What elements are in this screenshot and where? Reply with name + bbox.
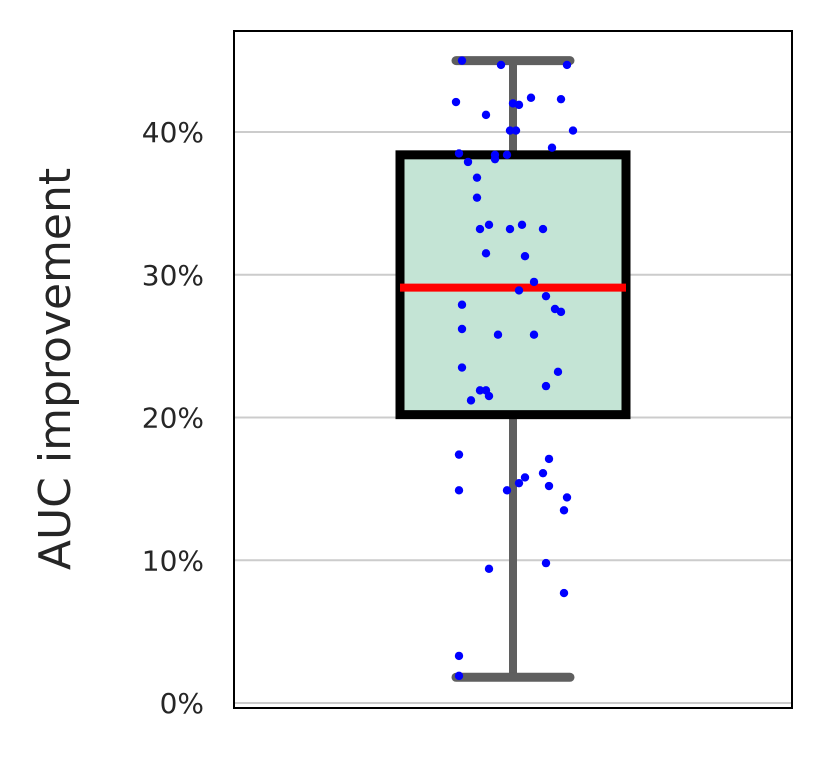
- data-point: [526, 93, 536, 102]
- data-points: [451, 56, 578, 681]
- y-tick-label: 20%: [142, 402, 204, 435]
- whiskers: [451, 56, 575, 682]
- data-point: [505, 224, 515, 234]
- data-point: [505, 126, 515, 135]
- data-point: [481, 110, 491, 120]
- data-point: [556, 94, 566, 104]
- y-tick-label: 30%: [142, 259, 204, 292]
- data-point: [559, 588, 569, 598]
- y-tick-label: 0%: [160, 687, 204, 720]
- data-point: [457, 363, 467, 372]
- data-point: [472, 173, 482, 182]
- data-point: [541, 291, 551, 301]
- data-point: [568, 126, 578, 135]
- data-point: [454, 671, 464, 681]
- data-point: [454, 651, 464, 661]
- data-point: [553, 367, 563, 377]
- data-point: [547, 143, 557, 152]
- data-point: [454, 450, 464, 459]
- data-point: [466, 396, 476, 405]
- y-tick-label: 10%: [142, 544, 204, 577]
- data-point: [463, 157, 473, 167]
- data-point: [559, 506, 569, 515]
- data-point: [484, 220, 494, 229]
- data-point: [514, 286, 524, 295]
- data-point: [541, 558, 551, 568]
- data-point: [484, 564, 494, 574]
- data-point: [481, 249, 491, 258]
- data-point: [529, 330, 539, 339]
- data-point: [457, 324, 467, 334]
- data-point: [490, 154, 500, 164]
- y-axis-label: AUC improvement: [30, 168, 81, 570]
- data-point: [451, 97, 461, 107]
- data-point: [562, 60, 572, 70]
- data-point: [514, 478, 524, 488]
- plot-frame: [233, 30, 793, 709]
- data-point: [514, 100, 524, 110]
- data-point: [475, 224, 485, 234]
- data-point: [538, 468, 548, 478]
- data-point: [538, 224, 548, 234]
- data-point: [457, 300, 467, 309]
- data-point: [520, 473, 530, 482]
- data-point: [493, 330, 503, 339]
- data-point: [454, 149, 464, 158]
- data-point: [544, 481, 554, 491]
- data-point: [517, 220, 527, 229]
- y-axis-ticks: 0% 10% 20% 30% 40%: [142, 116, 204, 720]
- data-point: [544, 454, 554, 464]
- data-point: [502, 486, 512, 495]
- data-point: [520, 251, 530, 261]
- y-tick-label: 40%: [142, 116, 204, 149]
- data-point: [529, 277, 539, 287]
- data-point: [502, 150, 512, 160]
- data-point: [475, 386, 485, 395]
- box-group: [395, 150, 631, 420]
- data-point: [562, 493, 572, 502]
- data-point: [496, 60, 506, 70]
- data-point: [454, 486, 464, 495]
- data-point: [484, 391, 494, 401]
- data-point: [511, 126, 521, 135]
- data-point: [541, 381, 551, 391]
- data-point: [457, 56, 467, 65]
- data-point: [556, 307, 566, 317]
- data-point: [472, 193, 482, 202]
